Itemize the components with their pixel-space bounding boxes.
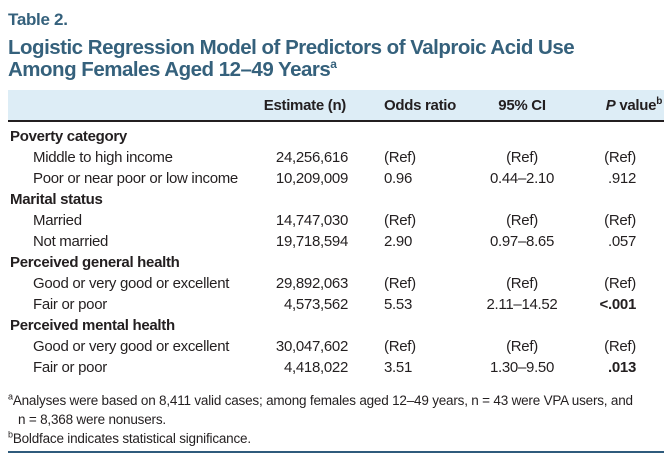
cell-p-value: (Ref) [604,149,636,166]
footnote-a-superscript: a [8,391,13,402]
table-row: Poor or near poor or low income 10,209,0… [8,168,664,189]
p-value-italic-p: P [605,96,616,114]
table-title: Logistic Regression Model of Predictors … [8,37,664,81]
col-header-blank [8,90,258,122]
cell-ci: (Ref) [506,275,538,292]
cell-ci: (Ref) [506,338,538,355]
cell-estimate: 29,892,063 [275,275,348,292]
cell-ci: (Ref) [506,149,538,166]
col-header-p-value: P valueb [588,90,664,122]
cell-p-value: (Ref) [604,338,636,355]
table-row: Fair or poor 4,418,022 3.51 1.30–9.50 .0… [8,357,664,378]
category-label: Marital status [10,191,103,208]
footnote-a-line2: n = 8,368 were nonusers. [18,412,166,427]
cell-estimate: 10,209,009 [275,170,348,187]
cell-ci: 2.11–14.52 [486,296,558,313]
category-label: Perceived mental health [10,317,175,334]
row-label: Fair or poor [33,296,107,313]
cell-p-value: (Ref) [604,275,636,292]
table-row: Not married 19,718,594 2.90 0.97–8.65 .0… [8,231,664,252]
table-row: Good or very good or excellent 30,047,60… [8,336,664,357]
table-row: Middle to high income 24,256,616 (Ref) (… [8,147,664,168]
row-label: Poor or near poor or low income [33,170,238,187]
cell-estimate: 4,418,022 [283,359,348,376]
cell-odds-ratio: 0.96 [384,170,412,187]
row-label: Good or very good or excellent [33,338,230,355]
cell-p-value: .057 [608,233,636,250]
footnote-a-text: Analyses were based on 8,411 valid cases… [12,393,633,408]
category-label: Perceived general health [10,254,180,271]
category-row: Perceived general health [8,252,664,273]
cell-odds-ratio: 5.53 [384,296,412,313]
col-header-odds-ratio: Odds ratio [358,90,470,122]
col-header-ci: 95% CI [470,90,588,122]
category-label: Poverty category [10,128,127,145]
category-row: Marital status [8,189,664,210]
footnote-b: bBoldface indicates statistical signific… [8,429,664,448]
table-header-row: Estimate (n) Odds ratio 95% CI P valueb [8,90,664,122]
cell-ci: 1.30–9.50 [489,359,555,376]
p-value-superscript: b [656,95,662,107]
category-row: Perceived mental health [8,315,664,336]
footnote-b-superscript: b [8,429,13,440]
cell-odds-ratio: (Ref) [384,338,416,355]
row-label: Married [33,212,82,229]
cell-ci: (Ref) [506,212,538,229]
table-title-superscript: a [330,57,337,72]
cell-odds-ratio: 2.90 [384,233,412,250]
col-header-estimate: Estimate (n) [258,90,358,122]
table-number-label: Table 2. [8,10,68,29]
cell-odds-ratio: (Ref) [384,149,416,166]
cell-ci: 0.44–2.10 [489,170,555,187]
article-table-page: Table 2. Logistic Regression Model of Pr… [0,10,672,453]
cell-ci: 0.97–8.65 [489,233,555,250]
table-row: Fair or poor 4,573,562 5.53 2.11–14.52 <… [8,294,664,315]
cell-p-value-significant: <.001 [599,296,637,313]
cell-odds-ratio: (Ref) [384,275,416,292]
cell-p-value: (Ref) [604,212,636,229]
footnote-b-text: Boldface indicates statistical significa… [12,431,251,446]
cell-odds-ratio: 3.51 [384,359,412,376]
cell-estimate: 30,047,602 [275,338,348,355]
table-title-line1: Logistic Regression Model of Predictors … [8,36,575,59]
bottom-rule-divider [8,451,664,453]
cell-odds-ratio: (Ref) [384,212,416,229]
row-label: Fair or poor [33,359,107,376]
table-row: Good or very good or excellent 29,892,06… [8,273,664,294]
cell-p-value-significant: .013 [608,359,636,376]
regression-table: Estimate (n) Odds ratio 95% CI P valueb … [8,90,664,378]
footnote-a-line1: aAnalyses were based on 8,411 valid case… [8,391,664,410]
cell-p-value: .912 [608,170,636,187]
row-label: Good or very good or excellent [33,275,230,292]
row-label: Middle to high income [33,149,173,166]
table-row: Married 14,747,030 (Ref) (Ref) (Ref) [8,210,664,231]
table-title-line2: Among Females Aged 12–49 Years [8,58,331,81]
cell-estimate: 24,256,616 [275,149,348,166]
row-label: Not married [33,233,109,250]
cell-estimate: 4,573,562 [283,296,348,313]
category-row: Poverty category [8,121,664,147]
footnotes: aAnalyses were based on 8,411 valid case… [8,391,664,448]
p-value-rest: value [615,96,657,114]
cell-estimate: 19,718,594 [275,233,348,250]
cell-estimate: 14,747,030 [275,212,348,229]
